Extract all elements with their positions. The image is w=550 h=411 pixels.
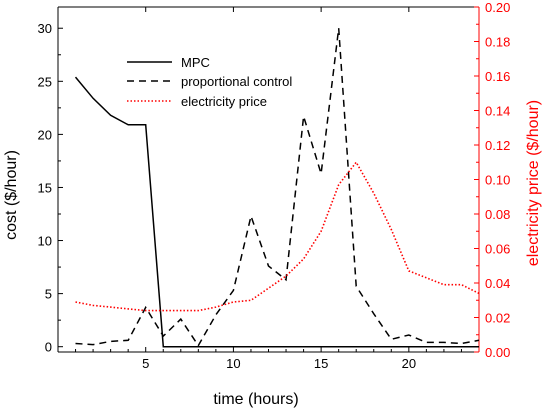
x-tick-label: 15 <box>314 356 328 371</box>
y2-tick-label: 0.18 <box>485 35 510 50</box>
y2-tick-label: 0.04 <box>485 276 510 291</box>
y2-tick-label: 0.14 <box>485 104 510 119</box>
legend-label-mpc: MPC <box>181 55 210 70</box>
y-tick-label: 10 <box>38 234 52 249</box>
legend-label-proportional-control: proportional control <box>181 74 292 89</box>
y-tick-label: 20 <box>38 127 52 142</box>
y-tick-label: 0 <box>45 340 52 355</box>
y2-tick-label: 0.16 <box>485 69 510 84</box>
plot-frame <box>57 6 480 353</box>
series-layer <box>74 28 480 348</box>
y2-tick-label: 0.00 <box>485 345 510 360</box>
y2-tick-label: 0.02 <box>485 311 510 326</box>
y-axis-right-title: electricity price ($/hour) <box>525 100 542 266</box>
y2-tick-label: 0.08 <box>485 207 510 222</box>
legend: MPC proportional control electricity price <box>127 55 292 109</box>
legend-label-electricity-price: electricity price <box>181 94 267 109</box>
y-tick-label: 25 <box>38 74 52 89</box>
series-line-electricity-price <box>75 160 480 312</box>
y2-tick-label: 0.10 <box>485 173 510 188</box>
series-line-proportional-control <box>75 28 480 348</box>
series-line-mpc <box>74 76 479 348</box>
x-tick-label: 5 <box>142 356 149 371</box>
x-axis-title: time (hours) <box>213 391 298 408</box>
x-axis: 5 10 15 20 <box>57 7 462 371</box>
y-axis-left-title: cost ($/hour) <box>3 150 20 240</box>
y2-tick-label: 0.12 <box>485 138 510 153</box>
x-tick-label: 10 <box>226 356 240 371</box>
y2-tick-label: 0.06 <box>485 242 510 257</box>
y-tick-label: 5 <box>45 287 52 302</box>
y-axis-right: 0.00 0.02 0.04 0.06 0.08 0.10 0.12 0.14 0.16 0.18… <box>474 0 510 360</box>
y-axis-left: 0 5 10 15 20 25 30 <box>38 21 63 355</box>
x-tick-label: 20 <box>402 356 416 371</box>
y-tick-label: 15 <box>38 180 52 195</box>
y2-tick-label: 0.20 <box>485 0 510 15</box>
y-tick-label: 30 <box>38 21 52 36</box>
